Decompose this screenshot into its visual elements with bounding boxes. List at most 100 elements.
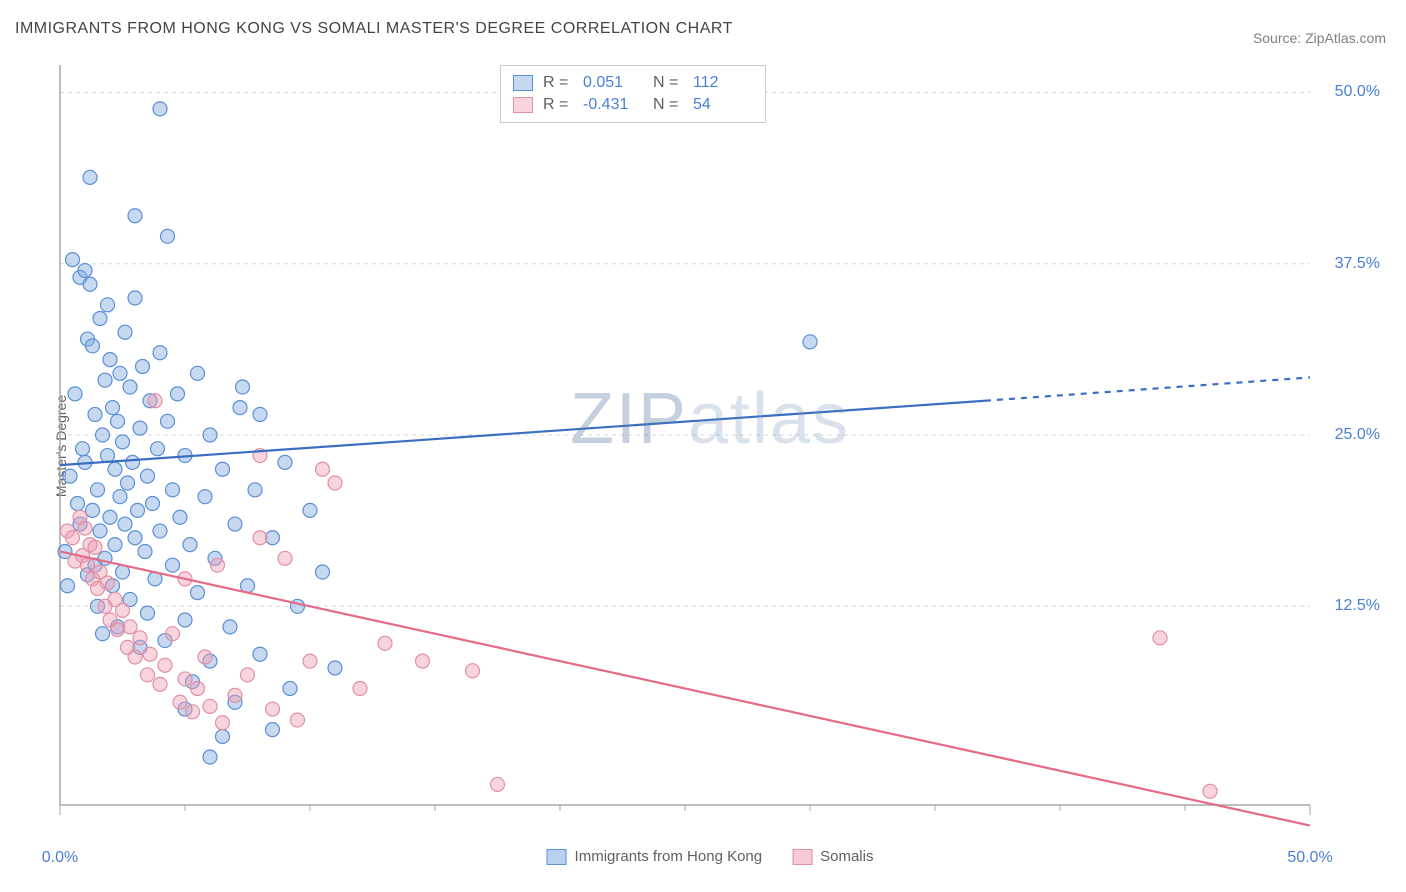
scatter-point — [228, 688, 242, 702]
scatter-point — [203, 428, 217, 442]
scatter-point — [278, 455, 292, 469]
scatter-point — [128, 291, 142, 305]
scatter-point — [186, 705, 200, 719]
scatter-point — [253, 531, 267, 545]
scatter-point — [166, 558, 180, 572]
stat-r-value: 0.051 — [583, 74, 643, 92]
stat-r-value: -0.431 — [583, 96, 643, 114]
scatter-point — [178, 613, 192, 627]
x-tick-label: 50.0% — [1287, 849, 1332, 867]
scatter-point — [158, 658, 172, 672]
scatter-point — [303, 654, 317, 668]
legend-swatch — [547, 849, 567, 865]
scatter-point — [171, 387, 185, 401]
scatter-point — [151, 442, 165, 456]
legend-swatch — [792, 849, 812, 865]
scatter-point — [328, 476, 342, 490]
scatter-point — [491, 777, 505, 791]
legend-stats-box: R =0.051N =112R =-0.431N =54 — [500, 65, 766, 123]
scatter-point — [316, 565, 330, 579]
scatter-point — [116, 435, 130, 449]
scatter-point — [116, 603, 130, 617]
y-tick-label: 37.5% — [1335, 255, 1380, 273]
scatter-point — [88, 540, 102, 554]
scatter-point — [108, 462, 122, 476]
scatter-point — [248, 483, 262, 497]
scatter-point — [78, 264, 92, 278]
scatter-point — [191, 682, 205, 696]
scatter-point — [173, 510, 187, 524]
scatter-point — [183, 538, 197, 552]
stat-n-value: 54 — [693, 96, 753, 114]
stat-r-label: R = — [543, 96, 573, 114]
scatter-point — [88, 407, 102, 421]
scatter-point — [253, 647, 267, 661]
scatter-point — [113, 490, 127, 504]
scatter-point — [198, 490, 212, 504]
scatter-point — [121, 476, 135, 490]
scatter-point — [228, 517, 242, 531]
legend-item: Somalis — [792, 848, 873, 865]
legend-label: Immigrants from Hong Kong — [575, 848, 763, 865]
scatter-point — [98, 373, 112, 387]
legend-stat-row: R =-0.431N =54 — [513, 94, 753, 116]
scatter-point — [131, 503, 145, 517]
scatter-point — [86, 503, 100, 517]
scatter-point — [106, 401, 120, 415]
scatter-point — [86, 339, 100, 353]
scatter-point — [191, 366, 205, 380]
scatter-point — [138, 544, 152, 558]
scatter-point — [166, 483, 180, 497]
scatter-point — [153, 346, 167, 360]
y-tick-label: 12.5% — [1335, 597, 1380, 615]
scatter-point — [278, 551, 292, 565]
scatter-point — [266, 723, 280, 737]
scatter-point — [71, 497, 85, 511]
scatter-point — [68, 387, 82, 401]
scatter-point — [203, 750, 217, 764]
scatter-point — [61, 579, 75, 593]
scatter-point — [133, 631, 147, 645]
scatter-point — [101, 576, 115, 590]
stat-n-label: N = — [653, 74, 683, 92]
x-tick-label: 0.0% — [42, 849, 78, 867]
scatter-point — [161, 414, 175, 428]
scatter-point — [216, 729, 230, 743]
scatter-point — [148, 394, 162, 408]
scatter-point — [416, 654, 430, 668]
scatter-point — [191, 586, 205, 600]
scatter-point — [253, 407, 267, 421]
scatter-point — [76, 442, 90, 456]
scatter-point — [103, 510, 117, 524]
y-tick-label: 50.0% — [1335, 83, 1380, 101]
scatter-point — [203, 699, 217, 713]
scatter-point — [178, 672, 192, 686]
scatter-point — [328, 661, 342, 675]
scatter-point — [66, 531, 80, 545]
scatter-point — [96, 428, 110, 442]
scatter-point — [123, 380, 137, 394]
scatter-point — [93, 312, 107, 326]
trend-line-extrapolated — [985, 377, 1310, 400]
scatter-point — [223, 620, 237, 634]
scatter-point — [81, 558, 95, 572]
scatter-point — [1203, 784, 1217, 798]
legend-item: Immigrants from Hong Kong — [547, 848, 763, 865]
scatter-point — [133, 421, 147, 435]
scatter-point — [353, 682, 367, 696]
scatter-point — [136, 359, 150, 373]
scatter-point — [236, 380, 250, 394]
scatter-point — [141, 606, 155, 620]
scatter-point — [83, 170, 97, 184]
scatter-point — [153, 102, 167, 116]
scatter-point — [161, 229, 175, 243]
scatter-point — [173, 695, 187, 709]
scatter-point — [111, 414, 125, 428]
scatter-point — [378, 636, 392, 650]
scatter-point — [233, 401, 247, 415]
scatter-point — [113, 366, 127, 380]
scatter-point — [141, 469, 155, 483]
legend-series: Immigrants from Hong Kong Somalis — [547, 848, 874, 865]
stat-n-value: 112 — [693, 74, 753, 92]
scatter-point — [316, 462, 330, 476]
